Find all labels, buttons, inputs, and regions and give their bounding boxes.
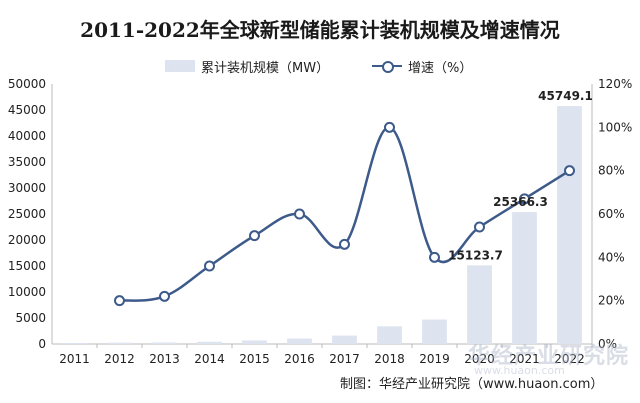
legend-label-line: 增速（%） [408, 60, 473, 76]
bar-2012 [107, 342, 132, 344]
y-left-tick-label: 25000 [8, 207, 46, 221]
x-tick-label: 2016 [284, 352, 315, 366]
y-right-tick-label: 40% [598, 250, 625, 264]
line-point-2020 [474, 221, 485, 233]
x-tick-label: 2021 [509, 352, 540, 366]
x-tick-label: 2012 [104, 352, 135, 366]
x-tick-label: 2020 [464, 352, 495, 366]
chart-legend: 累计装机规模（MW） 增速（%） [0, 56, 640, 76]
y-left-tick-label: 10000 [8, 285, 46, 299]
bar-2014 [197, 341, 222, 344]
x-tick-label: 2022 [554, 352, 585, 366]
chart-title: 2011-2022年全球新型储能累计装机规模及增速情况 [80, 18, 560, 42]
line-point-2013 [159, 290, 170, 302]
y-left-tick-label: 15000 [8, 259, 46, 273]
legend-label-bars: 累计装机规模（MW） [201, 60, 330, 76]
y-left-tick-label: 5000 [15, 311, 46, 325]
watermark-text: 华经产业研究院 [468, 344, 630, 369]
bar-2013 [152, 342, 177, 344]
bar-2018 [377, 326, 402, 344]
y-left-tick-label: 20000 [8, 233, 46, 247]
y-left-tick-label: 40000 [8, 129, 46, 143]
data-label-2021: 25366.3 [493, 195, 548, 209]
x-tick-label: 2015 [239, 352, 270, 366]
y-left-tick-label: 35000 [8, 155, 46, 169]
x-tick-label: 2017 [329, 352, 360, 366]
legend-bar-swatch [165, 60, 195, 72]
x-tick-label: 2014 [194, 352, 225, 366]
y-right-tick-label: 100% [598, 120, 632, 134]
x-tick-label: 2019 [419, 352, 450, 366]
line-point-2018 [384, 121, 395, 133]
x-tick-label: 2011 [59, 352, 90, 366]
bar-2021 [512, 212, 537, 344]
line-point-2012 [114, 295, 125, 307]
line-point-2022 [564, 165, 575, 177]
line-point-2017 [339, 238, 350, 250]
growth-rate-line [119, 126, 571, 302]
bar-2020 [467, 265, 492, 344]
x-tick-label: 2013 [149, 352, 180, 366]
legend-line-swatch [372, 60, 402, 73]
line-point-2016 [294, 208, 305, 220]
source-note: 制图：华经产业研究院（www.huaon.com） [340, 377, 604, 392]
data-label-2020: 15123.7 [448, 248, 503, 262]
bar-2019 [422, 319, 447, 344]
legend-item-bars: 累计装机规模（MW） [165, 56, 329, 76]
y-right-tick-label: 60% [598, 207, 625, 221]
line-point-2014 [204, 260, 215, 272]
y-right-tick-label: 120% [598, 77, 632, 91]
x-tick-label: 2018 [374, 352, 405, 366]
line-point-2019 [429, 251, 440, 263]
legend-item-line: 增速（%） [372, 56, 472, 76]
line-point-2015 [249, 230, 260, 242]
line-point-2021 [519, 193, 530, 205]
y-right-tick-label: 20% [598, 294, 625, 308]
y-right-tick-label: 0% [598, 337, 617, 351]
data-label-2022: 45749.1 [538, 89, 593, 103]
bar-2011 [62, 342, 87, 344]
y-left-tick-label: 45000 [8, 103, 46, 117]
y-left-tick-label: 0 [38, 337, 46, 351]
bar-2016 [287, 338, 312, 344]
watermark-url: www.huaon.com [474, 364, 565, 377]
y-left-tick-label: 50000 [8, 77, 46, 91]
bar-2017 [332, 335, 357, 344]
bar-2022 [557, 106, 582, 345]
bar-2015 [242, 340, 267, 344]
y-left-tick-label: 30000 [8, 181, 46, 195]
y-right-tick-label: 80% [598, 164, 625, 178]
